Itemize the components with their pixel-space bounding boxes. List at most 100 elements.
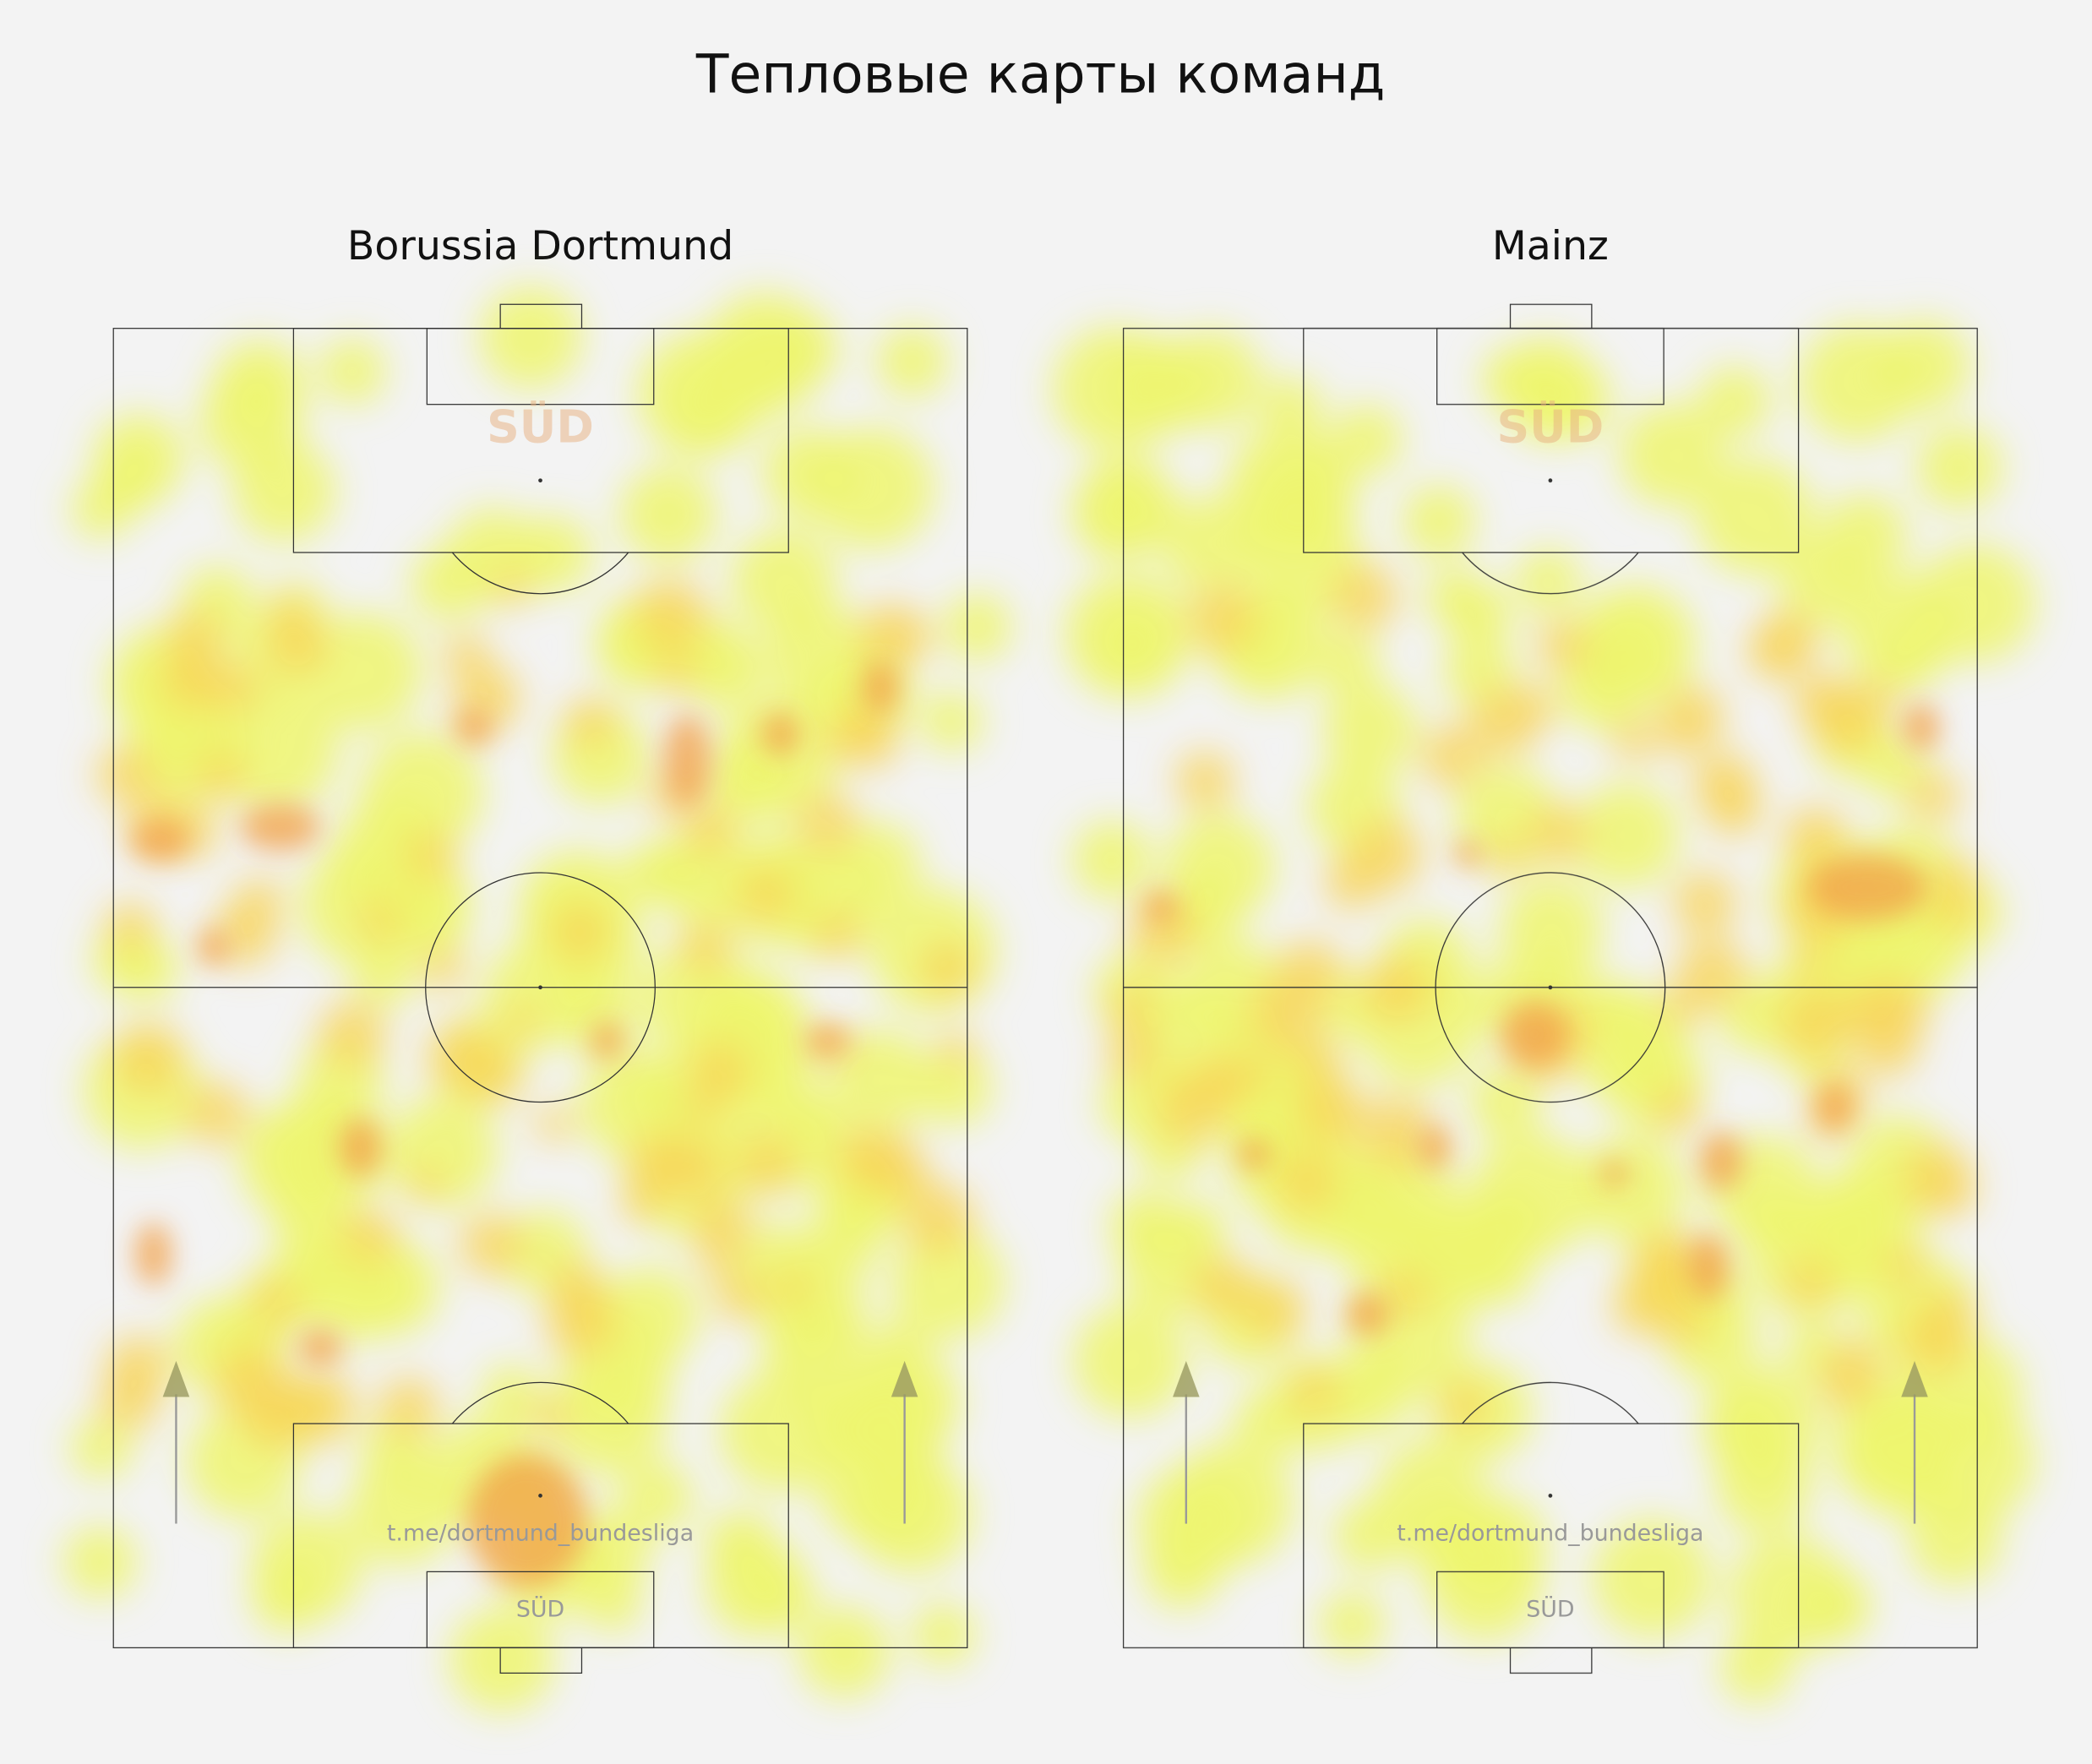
- heat-blob: [479, 286, 583, 389]
- centre-spot: [538, 985, 542, 990]
- heat-blob: [1698, 365, 1771, 438]
- heat-blob: [1793, 945, 1826, 977]
- heat-blob: [890, 1225, 1005, 1341]
- heat-blob: [920, 941, 976, 998]
- heat-blob: [1128, 898, 1196, 966]
- heat-blob: [689, 1042, 750, 1102]
- heat-blob: [1162, 329, 1262, 430]
- panel-title: Mainz: [1492, 223, 1609, 270]
- figure-title: Тепловые карты команд: [695, 42, 1386, 105]
- heat-blob: [581, 1571, 643, 1633]
- heat-blob: [914, 1048, 992, 1127]
- heat-blob: [1528, 804, 1589, 865]
- heat-blob: [359, 900, 400, 941]
- heat-blob: [505, 1004, 539, 1037]
- heat-blob: [1673, 871, 1737, 935]
- heat-blob: [1363, 955, 1431, 1023]
- heat-blob: [1438, 1492, 1548, 1602]
- heat-blob: [462, 1045, 522, 1105]
- centre-circle: [425, 872, 656, 1103]
- heat-blob: [1486, 837, 1526, 877]
- heat-blob: [70, 1418, 133, 1480]
- heat-blob: [1535, 618, 1588, 672]
- heat-blob: [1297, 1076, 1365, 1144]
- heat-blob: [1402, 484, 1476, 558]
- heat-blob: [1322, 682, 1417, 776]
- heat-blob: [112, 1022, 185, 1094]
- heat-blob: [691, 1197, 753, 1259]
- heat-blob: [1349, 818, 1424, 892]
- heat-blob: [1824, 1338, 1882, 1396]
- heat-blob: [624, 1060, 685, 1121]
- heat-blob: [1877, 319, 1970, 413]
- heat-blob: [549, 1358, 668, 1476]
- penalty-arc: [1462, 552, 1639, 595]
- heat-blob: [1612, 717, 1657, 762]
- arrow-head: [1901, 1360, 1928, 1397]
- heat-blob: [493, 569, 531, 607]
- heat-blob: [656, 654, 695, 694]
- goal: [499, 303, 583, 329]
- heat-blob: [1784, 806, 1847, 869]
- heat-blob: [114, 936, 180, 1002]
- heat-blob: [1186, 584, 1256, 653]
- heat-blob: [889, 616, 932, 659]
- heat-blob: [214, 339, 306, 432]
- heat-blob: [1515, 547, 1582, 614]
- heat-blob: [1908, 770, 1960, 822]
- penalty-spot: [538, 478, 542, 483]
- heat-blob: [1332, 1499, 1407, 1572]
- heat-blob: [679, 920, 733, 973]
- heat-blob: [704, 1534, 807, 1636]
- penalty-arc: [451, 1381, 629, 1424]
- heat-blob: [303, 612, 423, 732]
- heat-blob: [1071, 819, 1152, 901]
- heat-blob: [1936, 853, 1975, 893]
- heat-hotspot: [662, 714, 711, 808]
- heat-blob: [1330, 404, 1403, 476]
- heat-blob: [730, 528, 837, 634]
- heat-blob: [1438, 1236, 1503, 1301]
- heat-blob: [1295, 1037, 1342, 1082]
- heat-blob: [252, 1279, 298, 1326]
- heat-hotspot: [1600, 1161, 1628, 1188]
- heat-blob: [762, 1295, 869, 1402]
- heat-blob: [1505, 352, 1594, 443]
- heat-blob: [353, 944, 417, 1007]
- heat-hotspot: [1816, 1083, 1854, 1132]
- heat-blob: [619, 466, 717, 564]
- heat-blob: [1807, 680, 1882, 755]
- heat-blob: [1468, 686, 1539, 758]
- heat-blob: [620, 1461, 694, 1534]
- heat-blob: [1073, 1304, 1189, 1418]
- heat-hotspot: [1238, 1138, 1271, 1171]
- heatmap-layer: [1052, 319, 2035, 1704]
- heat-blob: [1468, 1065, 1542, 1139]
- logo-text: SÜD: [487, 400, 594, 453]
- heat-blob: [640, 841, 703, 905]
- heat-blob: [635, 577, 707, 651]
- heat-hotspot: [1501, 1000, 1568, 1068]
- heat-blob: [96, 745, 155, 804]
- heat-blob: [1902, 1304, 1972, 1374]
- heat-hotspot: [130, 819, 190, 863]
- heat-blob: [813, 912, 861, 960]
- heat-blob: [626, 1133, 694, 1200]
- heat-blob: [1193, 1054, 1248, 1108]
- heat-blob: [1499, 877, 1604, 982]
- heat-hotspot: [466, 1454, 587, 1588]
- heat-blob: [1929, 881, 1978, 930]
- heat-blob: [196, 752, 245, 801]
- heat-blob: [685, 1093, 718, 1126]
- centre-circle: [1435, 872, 1666, 1103]
- penalty-arc: [1462, 1381, 1639, 1424]
- heat-blob: [1695, 457, 1815, 576]
- heat-blob: [1161, 496, 1257, 592]
- heat-blob: [459, 1212, 524, 1277]
- heat-blob: [1278, 939, 1343, 1004]
- heat-blob: [1244, 1279, 1307, 1342]
- heat-blob: [1259, 376, 1323, 439]
- heat-hotspot: [1699, 1131, 1743, 1190]
- heat-blob: [1319, 1590, 1386, 1658]
- heat-blob: [232, 440, 335, 543]
